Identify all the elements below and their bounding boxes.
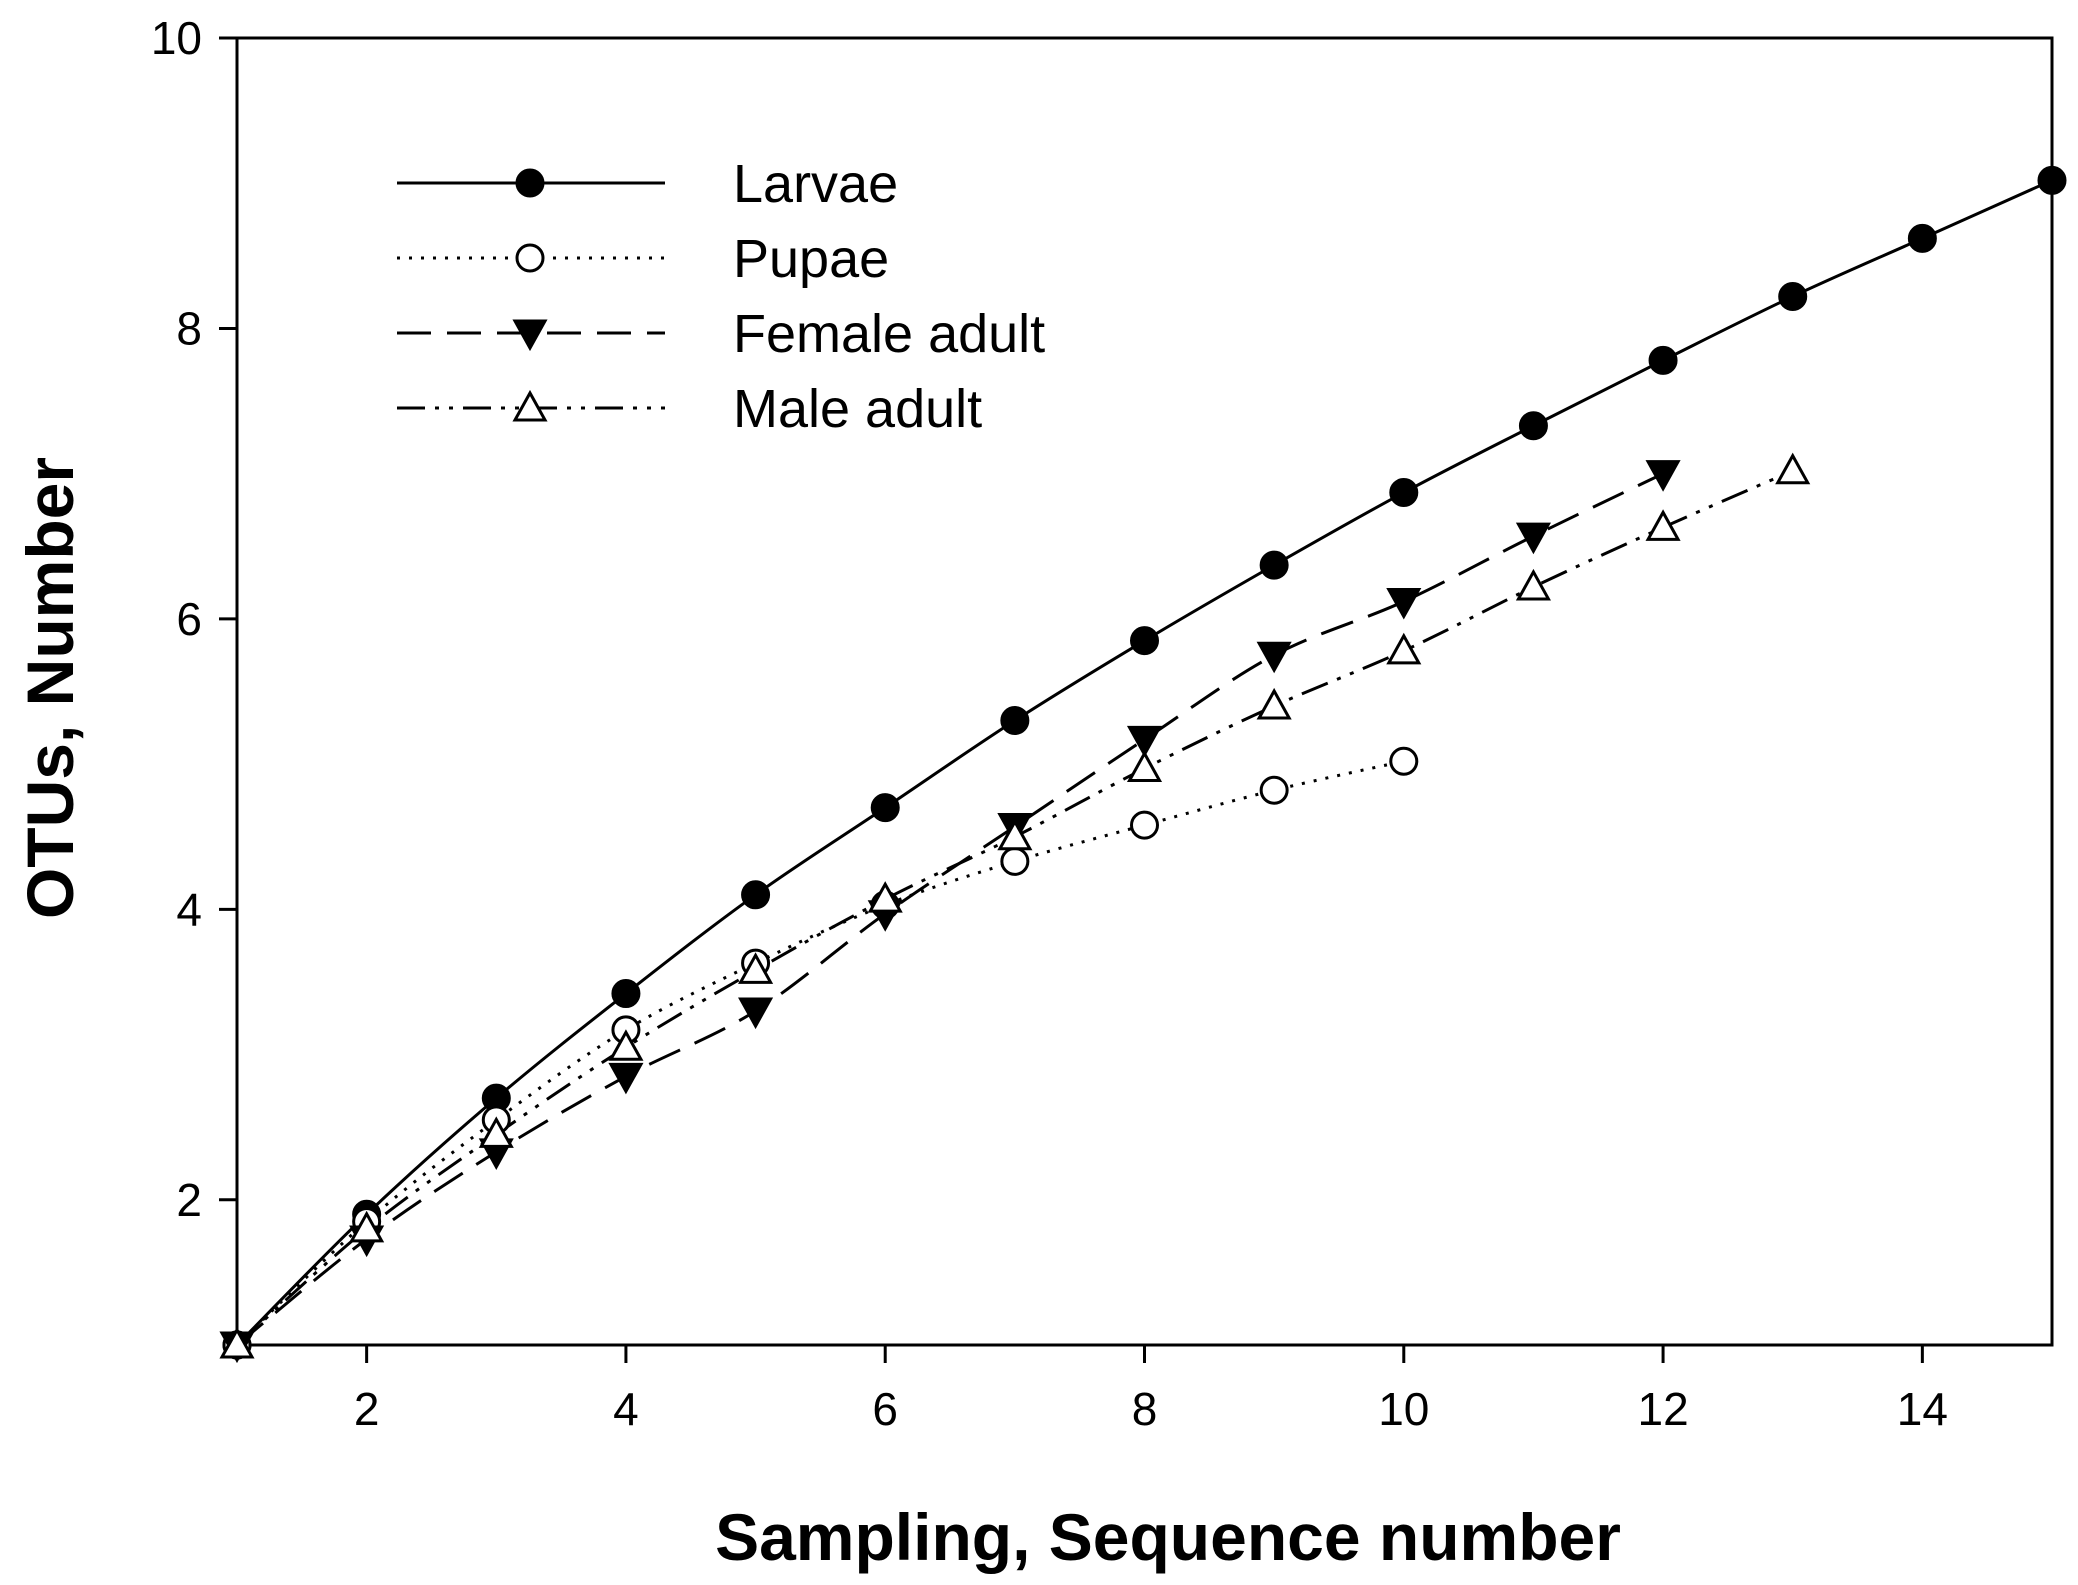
data-point-series-0 <box>870 793 900 823</box>
data-point-series-3 <box>1515 568 1551 601</box>
axis-ticks: 2 4 6 8 10 12 14 2 4 6 8 10 <box>151 12 1948 1435</box>
data-point-series-2 <box>1126 725 1163 758</box>
x-tick-label: 12 <box>1637 1383 1688 1435</box>
data-point-series-3 <box>1645 509 1681 541</box>
data-point-series-1 <box>1389 746 1419 776</box>
data-point-series-1 <box>1000 846 1030 876</box>
data-point-series-2 <box>1515 522 1551 555</box>
data-point-series-3 <box>867 881 903 913</box>
legend-marker <box>512 389 548 422</box>
data-point-series-0 <box>1648 345 1678 375</box>
data-point-series-0 <box>1518 411 1548 441</box>
data-point-series-3 <box>1775 452 1811 485</box>
x-tick-label: 6 <box>872 1383 898 1435</box>
x-axis-title: Sampling, Sequence number <box>715 1500 1621 1574</box>
data-point-series-3 <box>608 1029 644 1061</box>
x-tick-label: 8 <box>1132 1383 1158 1435</box>
y-tick-label: 4 <box>176 883 202 935</box>
legend-label: Pupae <box>733 229 889 289</box>
y-tick-label: 8 <box>176 302 202 354</box>
series-line-2 <box>236 472 1664 1347</box>
series-line-1 <box>235 759 1405 1347</box>
x-tick-label: 10 <box>1378 1383 1429 1435</box>
data-point-series-3 <box>349 1210 385 1243</box>
legend-marker <box>515 168 545 198</box>
data-point-series-3 <box>1126 750 1163 782</box>
data-point-series-2 <box>738 997 774 1030</box>
legend-label: Male adult <box>733 379 982 439</box>
data-point-series-1 <box>1259 775 1289 805</box>
x-tick-label: 2 <box>354 1383 380 1435</box>
plot-frame <box>235 36 2054 1347</box>
data-point-series-2 <box>1256 641 1292 674</box>
y-tick-label: 2 <box>176 1174 202 1226</box>
legend: Larvae Pupae Female adult Male adult <box>397 154 1045 439</box>
data-point-series-0 <box>611 979 641 1009</box>
data-point-series-0 <box>1000 706 1030 736</box>
data-point-series-0 <box>1778 281 1808 311</box>
data-point-series-1 <box>1130 810 1159 840</box>
legend-label: Larvae <box>733 154 898 214</box>
data-point-series-3 <box>1256 687 1292 720</box>
x-tick-label: 14 <box>1897 1383 1948 1435</box>
legend-marker <box>515 243 545 273</box>
data-point-series-2 <box>1386 587 1422 620</box>
legend-marker <box>512 319 548 352</box>
data-point-series-3 <box>219 1326 255 1359</box>
data-point-series-3 <box>738 952 774 984</box>
y-tick-label: 10 <box>151 12 202 64</box>
data-point-series-3 <box>1386 632 1422 665</box>
data-point-series-0 <box>1130 626 1159 656</box>
data-point-series-0 <box>1389 478 1419 508</box>
data-point-series-2 <box>1645 460 1681 492</box>
data-point-series-2 <box>608 1062 644 1095</box>
x-tick-label: 4 <box>613 1383 639 1435</box>
data-point-series-0 <box>741 880 771 910</box>
data-point-series-0 <box>2037 165 2067 195</box>
series-markers <box>219 165 2067 1364</box>
legend-label: Female adult <box>733 304 1045 364</box>
data-point-series-3 <box>997 818 1033 851</box>
y-axis-title: OTUs, Number <box>13 457 87 919</box>
data-point-series-3 <box>478 1116 514 1148</box>
data-point-series-0 <box>1259 550 1289 580</box>
data-point-series-0 <box>1907 223 1937 253</box>
series-line-3 <box>235 469 1794 1347</box>
y-tick-label: 6 <box>176 593 202 645</box>
